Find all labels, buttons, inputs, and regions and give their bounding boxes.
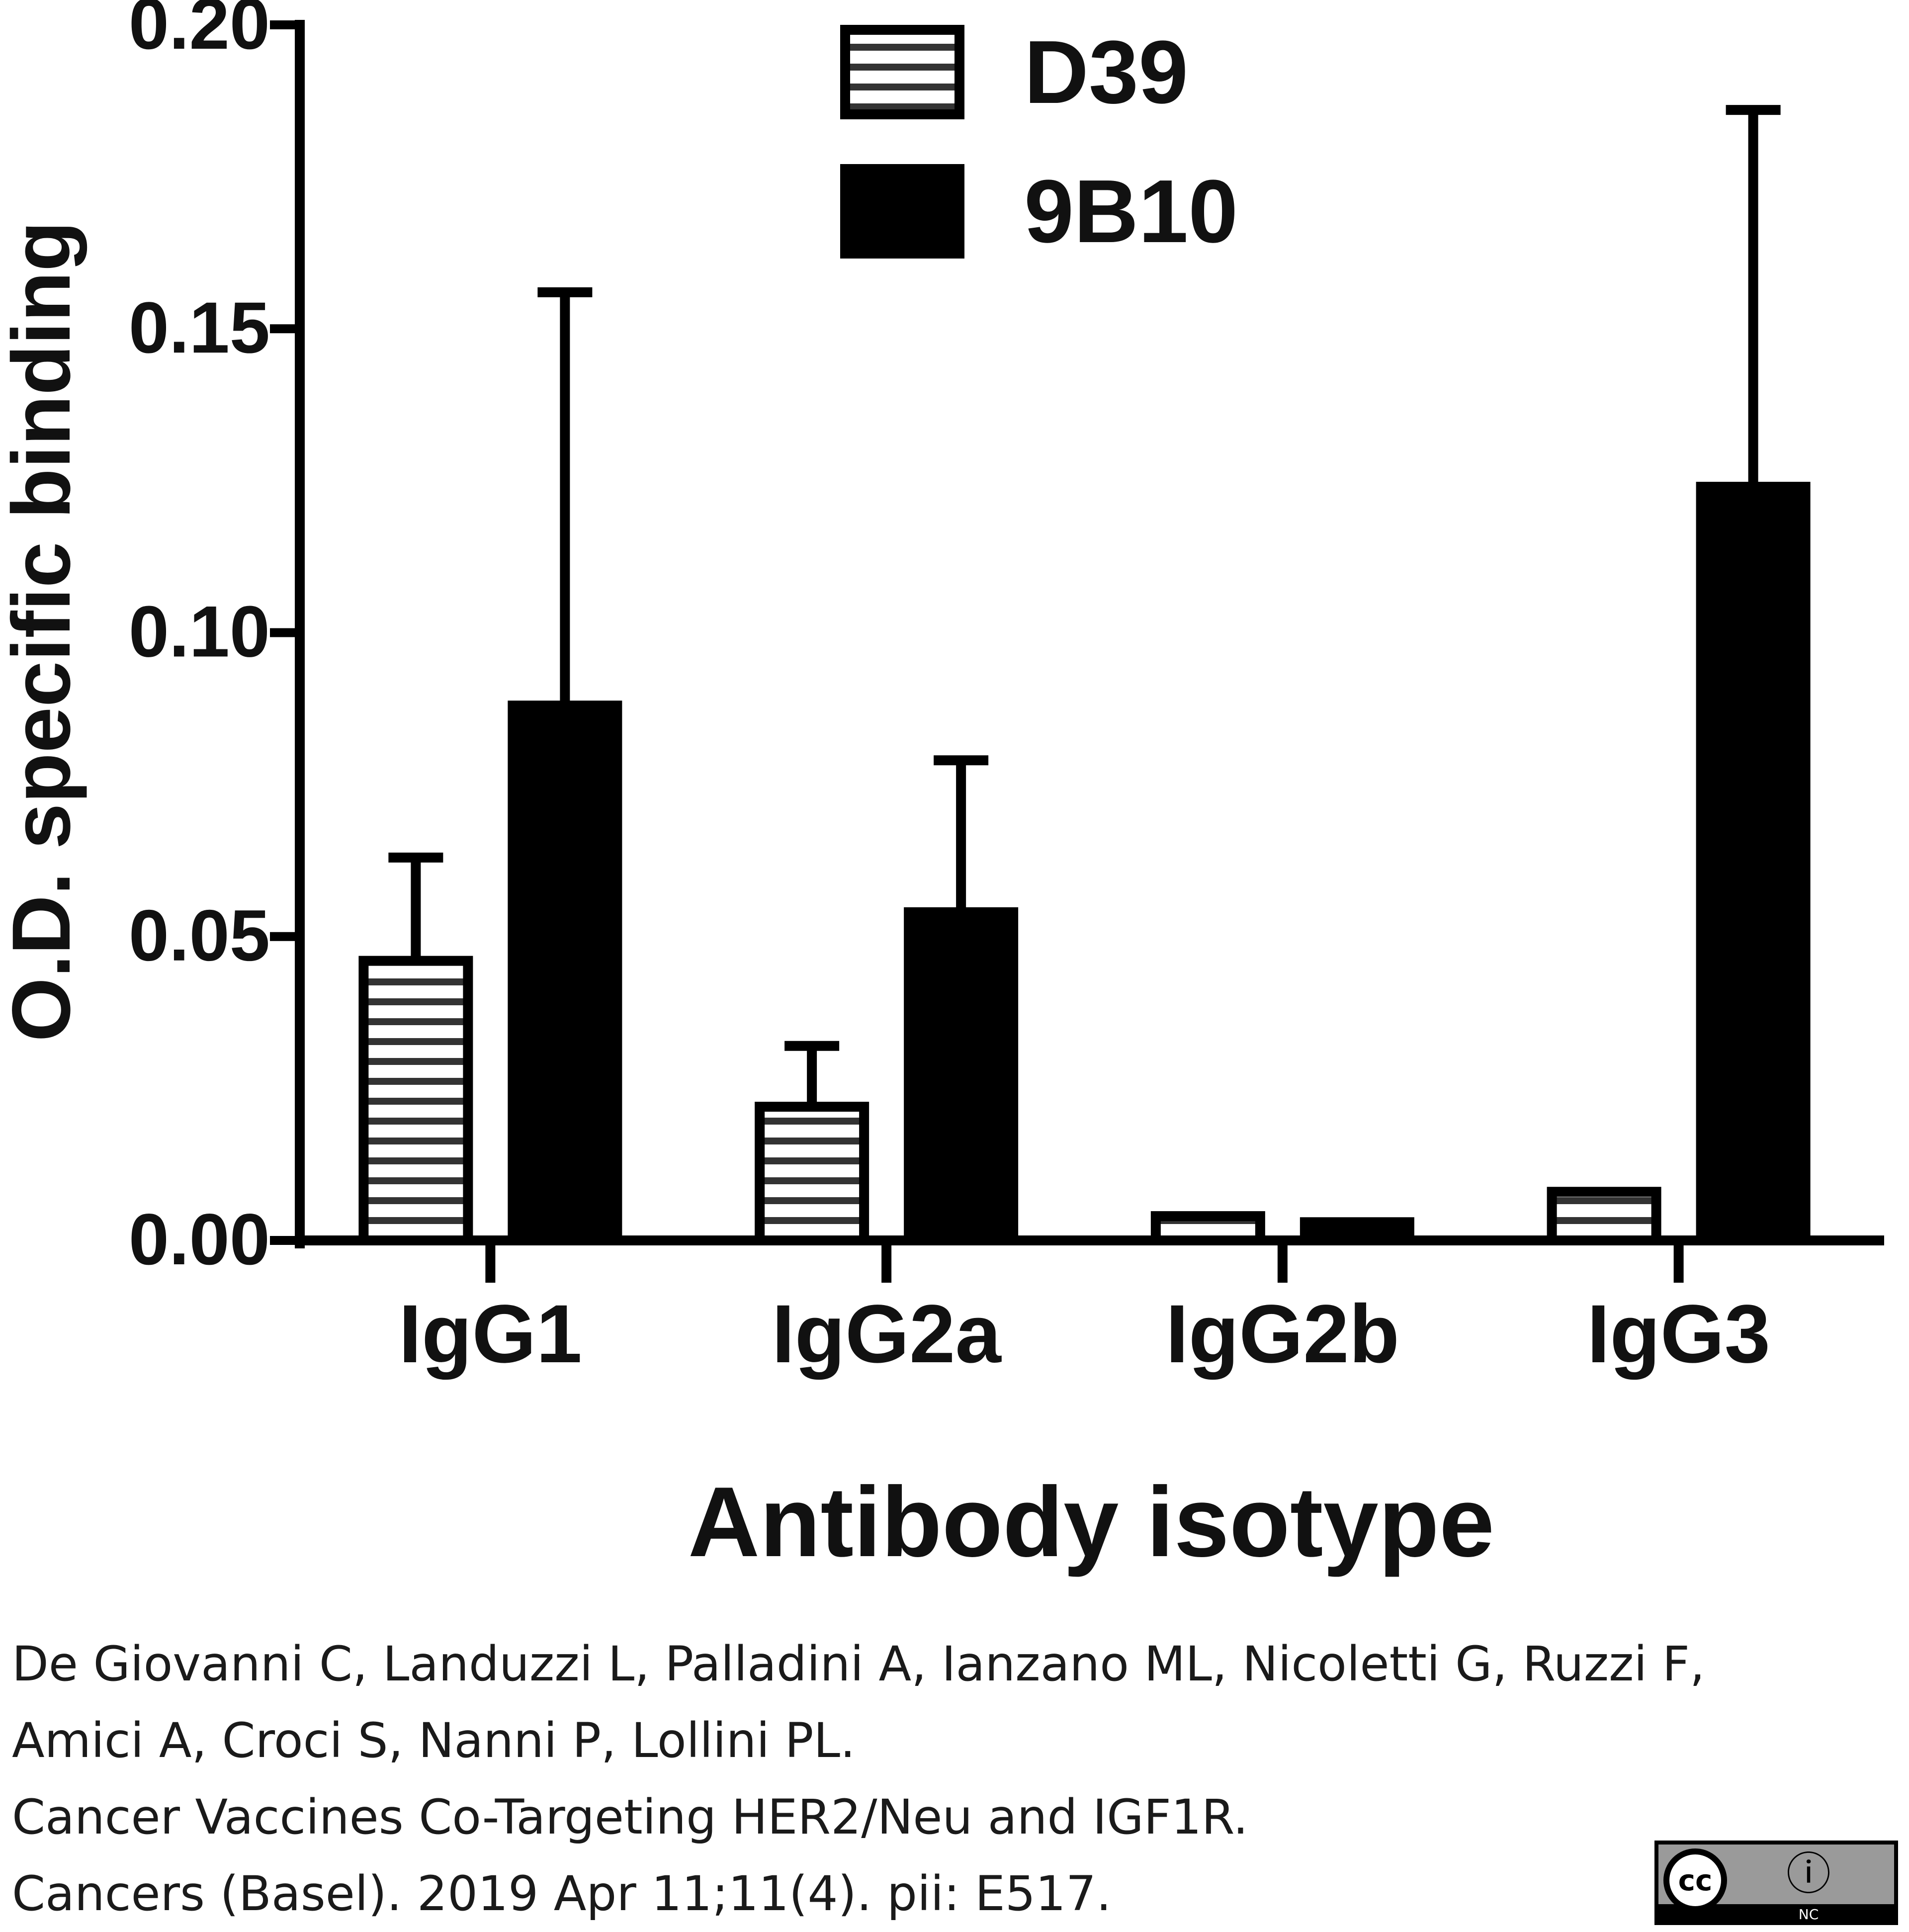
y-tick-label: 0.20 <box>129 0 270 64</box>
y-tick-label: 0.15 <box>129 287 270 368</box>
legend-label-9b10: 9B10 <box>1024 162 1238 262</box>
x-axis-label: Antibody isotype <box>688 1467 1494 1578</box>
x-tick-label: IgG2b <box>1166 1288 1399 1380</box>
citation-journal: Cancers (Basel). 2019 Apr 11;11(4). pii:… <box>12 1866 1112 1922</box>
legend-swatch-9b10 <box>840 164 964 259</box>
bar-d39-igg2b <box>1150 1211 1265 1246</box>
bar-9b10-igg1 <box>508 701 622 1245</box>
by-icon: ⓘ <box>1786 1848 1831 1900</box>
legend-swatch-d39 <box>840 25 964 119</box>
nc-caption: NC <box>1799 1906 1819 1923</box>
y-tick-label: 0.05 <box>129 895 270 976</box>
x-tick-label: IgG1 <box>399 1288 582 1380</box>
legend-label-d39: D39 <box>1024 22 1188 122</box>
bar-d39-igg1 <box>358 956 473 1245</box>
x-tick-label: IgG2a <box>772 1288 1002 1380</box>
y-tick-label: 0.00 <box>129 1199 270 1280</box>
y-axis-label: O.D. specific binding <box>0 221 87 1042</box>
bar-chart: 0.00 0.05 0.10 0.15 0.20 O.D. specific bindin… <box>0 0 1884 1578</box>
x-tick-label: IgG3 <box>1587 1288 1770 1380</box>
bar-d39-igg2a <box>755 1102 869 1246</box>
cc-glyph: cc <box>1678 1863 1713 1897</box>
bar-d39-igg3 <box>1547 1187 1661 1245</box>
bar-9b10-igg2b <box>1300 1217 1414 1245</box>
bar-9b10-igg3 <box>1696 482 1811 1245</box>
citation-authors: De Giovanni C, Landuzzi L, Palladini A, … <box>12 1636 1705 1768</box>
citation-title: Cancer Vaccines Co-Targeting HER2/Neu an… <box>12 1789 1248 1845</box>
cc-license-icon: cc ⓘ NC <box>1654 1841 1898 1925</box>
y-tick-label: 0.10 <box>129 591 270 672</box>
bar-9b10-igg2a <box>904 907 1019 1245</box>
